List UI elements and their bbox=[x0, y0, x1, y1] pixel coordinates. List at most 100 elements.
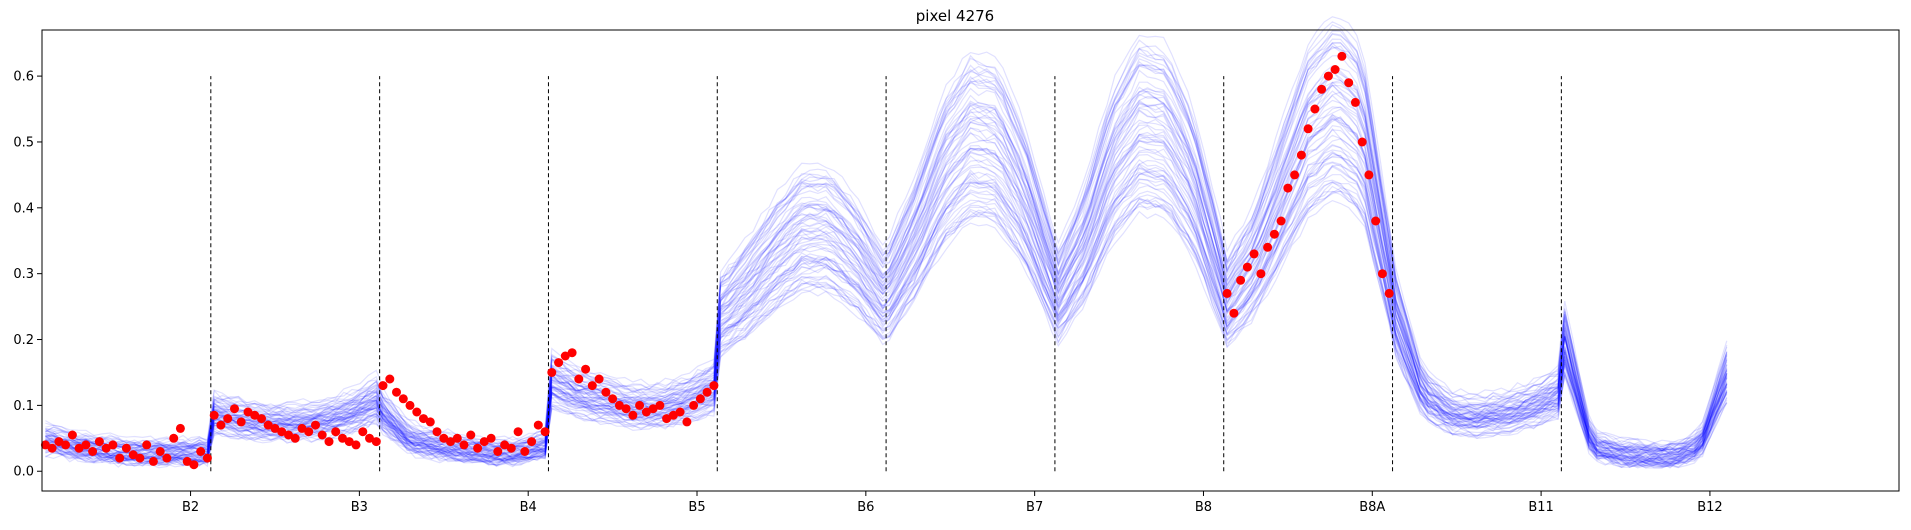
observed-point bbox=[94, 437, 104, 447]
observed-point bbox=[439, 433, 449, 443]
observed-point bbox=[331, 427, 341, 437]
reference-spectrum-line bbox=[45, 33, 1728, 460]
observed-point bbox=[290, 433, 300, 443]
observed-point bbox=[54, 437, 64, 447]
observed-point bbox=[655, 400, 665, 410]
reference-spectrum-line bbox=[45, 108, 1728, 458]
observed-point bbox=[554, 358, 564, 368]
observed-point bbox=[182, 456, 192, 466]
observed-point bbox=[628, 410, 638, 420]
reference-spectrum-line bbox=[45, 154, 1728, 454]
observed-point bbox=[189, 460, 199, 470]
observed-point bbox=[1323, 71, 1333, 81]
observed-point bbox=[270, 423, 280, 433]
observed-point bbox=[1303, 124, 1313, 134]
observed-points-group bbox=[40, 51, 1394, 470]
y-tick-label: 0.2 bbox=[13, 333, 34, 348]
observed-point bbox=[324, 437, 334, 447]
observed-point bbox=[135, 453, 145, 463]
observed-point bbox=[621, 404, 631, 414]
observed-point bbox=[365, 433, 374, 443]
observed-point bbox=[1276, 216, 1286, 226]
plot-frame bbox=[41, 29, 1900, 492]
observed-point bbox=[1229, 308, 1239, 318]
observed-point bbox=[74, 443, 84, 453]
x-tick-label: B7 bbox=[1026, 500, 1043, 515]
axes-group: 0.0 0.1 0.2 0.3 0.4 0.5 0.6 B2 B3 B4 B5 B6 B7 B8 B8A B1… bbox=[13, 70, 1722, 515]
reference-spectrum-line bbox=[45, 116, 1728, 450]
observed-point bbox=[1249, 249, 1259, 259]
observed-point bbox=[236, 417, 246, 427]
observed-point bbox=[446, 437, 455, 447]
observed-point bbox=[1236, 275, 1246, 285]
observed-point bbox=[574, 374, 584, 384]
observed-point bbox=[108, 440, 118, 450]
observed-point bbox=[61, 440, 71, 450]
observed-point bbox=[466, 430, 476, 440]
reference-lines-group bbox=[44, 16, 1728, 469]
observed-point bbox=[385, 374, 395, 384]
observed-point bbox=[1283, 183, 1293, 193]
reference-spectrum-line bbox=[45, 81, 1728, 465]
observed-point bbox=[257, 414, 266, 424]
observed-point bbox=[47, 443, 57, 453]
observed-point bbox=[1377, 269, 1387, 279]
observed-point bbox=[88, 447, 98, 456]
observed-point bbox=[533, 420, 543, 430]
observed-point bbox=[1371, 216, 1381, 226]
x-tick-label: B4 bbox=[520, 500, 537, 515]
reference-spectrum-line bbox=[45, 84, 1728, 452]
observed-point bbox=[1357, 137, 1367, 147]
observed-point bbox=[1337, 51, 1347, 61]
reference-spectrum-line bbox=[45, 156, 1728, 466]
observed-point bbox=[344, 437, 354, 447]
y-tick-label: 0.1 bbox=[13, 399, 34, 414]
reference-spectrum-line bbox=[45, 99, 1728, 454]
reference-spectrum-line bbox=[45, 165, 1728, 453]
observed-point bbox=[547, 368, 557, 377]
observed-point bbox=[1290, 170, 1300, 180]
observed-point bbox=[419, 414, 428, 424]
observed-point bbox=[148, 456, 158, 466]
observed-point bbox=[581, 364, 591, 374]
observed-point bbox=[452, 433, 462, 443]
x-tick-label: B11 bbox=[1528, 500, 1553, 515]
observed-point bbox=[1256, 269, 1266, 279]
observed-point bbox=[513, 427, 523, 437]
observed-point bbox=[614, 400, 624, 410]
observed-point bbox=[243, 407, 253, 417]
observed-point bbox=[202, 453, 212, 463]
observed-point bbox=[1263, 242, 1273, 252]
reference-spectrum-line bbox=[45, 138, 1728, 454]
reference-spectrum-line bbox=[45, 115, 1728, 467]
observed-point bbox=[371, 437, 381, 447]
observed-point bbox=[675, 407, 685, 417]
x-tick-label: B2 bbox=[182, 500, 199, 515]
observed-point bbox=[412, 407, 422, 417]
observed-point bbox=[398, 394, 408, 404]
observed-point bbox=[405, 400, 415, 410]
reference-spectrum-line bbox=[45, 118, 1728, 462]
observed-point bbox=[67, 430, 77, 440]
y-tick-label: 0.3 bbox=[13, 267, 34, 282]
observed-point bbox=[500, 440, 510, 450]
observed-point bbox=[1242, 262, 1252, 272]
observed-point bbox=[506, 443, 516, 453]
observed-point bbox=[338, 433, 347, 443]
x-tick-label: B8 bbox=[1195, 500, 1212, 515]
x-tick-label: B8A bbox=[1359, 500, 1385, 515]
observed-point bbox=[560, 351, 570, 361]
observed-point bbox=[479, 437, 489, 447]
y-tick-label: 0.6 bbox=[13, 70, 34, 85]
observed-point bbox=[263, 420, 273, 430]
y-tick-label: 0.5 bbox=[13, 135, 34, 150]
y-tick-label: 0.0 bbox=[13, 465, 34, 480]
chart-title: pixel 4276 bbox=[916, 7, 994, 25]
observed-point bbox=[317, 430, 327, 440]
observed-point bbox=[223, 414, 233, 424]
y-tick-label: 0.4 bbox=[13, 201, 34, 216]
observed-point bbox=[567, 348, 577, 358]
observed-point bbox=[304, 427, 314, 437]
observed-point bbox=[216, 420, 226, 430]
